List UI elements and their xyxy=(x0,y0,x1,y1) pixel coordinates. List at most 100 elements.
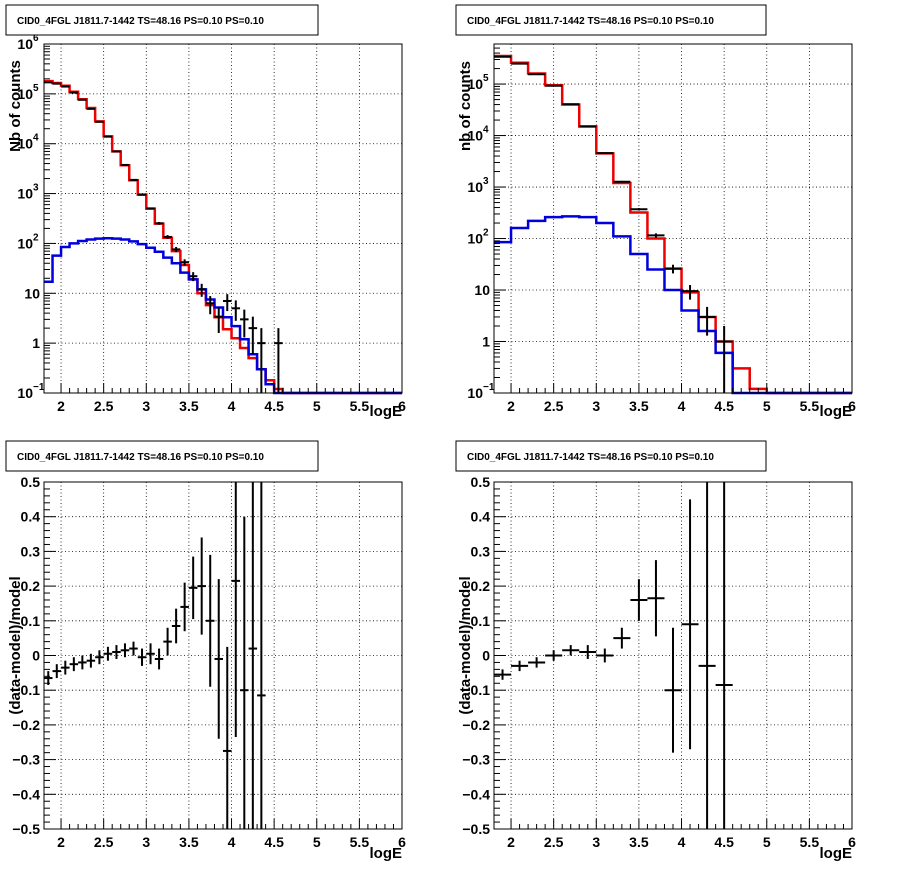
chart-panel-bottom-right: 2 2.5 3 3.5 4 4.5 5 5.5 6logE−0.5−0.4−0.3−0.2−0.… xyxy=(455,440,856,862)
residual-point xyxy=(129,641,138,656)
title-box-frame xyxy=(5,440,319,472)
residual-point xyxy=(613,627,631,649)
y-tick-label: −0.3 xyxy=(12,752,40,768)
x-axis: 2 2.5 3 3.5 4 4.5 5 5.5 6 xyxy=(507,819,856,850)
residual-point xyxy=(231,482,241,738)
residual-point xyxy=(647,560,665,637)
x-axis-title: logE xyxy=(370,403,403,420)
chart-panel-bottom-left: 2 2.5 3 3.5 4 4.5 5 5.5 6logE−0.5−0.4−0.3−0.2−0.… xyxy=(5,440,406,862)
y-tick-label: −0.1 xyxy=(12,682,40,698)
x-tick-label: 2.5 xyxy=(544,834,564,850)
data-point xyxy=(137,193,147,196)
y-tick-label: 0 xyxy=(482,648,490,664)
residual-point xyxy=(78,655,87,670)
panel-title-box: CID0_4FGL J1811.7-1442 TS=48.16 PS=0.10 … xyxy=(5,4,319,36)
panel-title: CID0_4FGL J1811.7-1442 TS=48.16 PS=0.10 … xyxy=(17,452,264,463)
residual-point xyxy=(61,660,70,675)
y-tick-label-base: 10 xyxy=(17,186,33,202)
y-tick-label-exponent: 3 xyxy=(33,183,39,194)
residual-point xyxy=(248,482,258,829)
histogram-series-blue xyxy=(494,215,852,395)
x-tick-label: 5 xyxy=(763,834,771,850)
plot-frame xyxy=(43,43,403,394)
data-point xyxy=(52,82,62,85)
y-tick-label: 0.1 xyxy=(471,613,491,629)
y-tick-label-exponent: −1 xyxy=(483,382,495,393)
y-tick-label: −0.2 xyxy=(462,717,490,733)
data-point xyxy=(146,207,155,210)
residual-point xyxy=(205,554,215,687)
y-axis-title: Nb of counts xyxy=(7,60,24,152)
data-point xyxy=(86,107,96,110)
x-tick-label: 3.5 xyxy=(179,398,199,414)
x-tick-label: 2.5 xyxy=(544,398,564,414)
title-box-frame xyxy=(5,4,319,36)
residual-point xyxy=(103,646,113,661)
y-tick-label-base: 10 xyxy=(474,282,490,298)
y-tick-label: 10 xyxy=(467,385,483,401)
y-tick-label: 0.5 xyxy=(21,474,41,490)
residual-point xyxy=(171,608,181,644)
x-tick-label: 3.5 xyxy=(629,834,649,850)
residual-point xyxy=(214,579,223,739)
y-tick-label: 10 xyxy=(17,385,33,401)
residual-point xyxy=(120,643,130,658)
x-tick-label: 2.5 xyxy=(94,398,114,414)
y-tick-label-base: 10 xyxy=(467,179,483,195)
data-point xyxy=(681,285,699,300)
residual-point xyxy=(562,645,580,656)
y-tick-label: 10 xyxy=(467,76,483,92)
y-axis-title: (data-model)/model xyxy=(457,576,474,714)
residual-point xyxy=(240,516,249,829)
residual-point xyxy=(715,482,733,829)
x-tick-label: 3.5 xyxy=(629,398,649,414)
y-tick-label-base: 10 xyxy=(17,235,33,251)
x-tick-label: 5.5 xyxy=(800,834,820,850)
data-point xyxy=(188,272,198,282)
x-tick-label: 2 xyxy=(507,398,515,414)
x-tick-label: 6 xyxy=(848,834,856,850)
data-point xyxy=(129,178,138,181)
data-point xyxy=(613,180,631,183)
y-tick-label: 10 xyxy=(467,179,483,195)
y-axis: −0.5 −0.4 −0.3 −0.2 −0.1 0 0.1 0.2 0.3 0.4 0.5 xyxy=(462,474,506,837)
x-axis: 2 2.5 3 3.5 4 4.5 5 5.5 6 xyxy=(507,383,856,414)
y-tick-label-base: 1 xyxy=(482,334,490,350)
data-point xyxy=(545,84,563,87)
y-axis-title: (data-model)/model xyxy=(7,576,24,714)
y-tick-label: 1 xyxy=(32,335,40,351)
y-tick-label: 0.3 xyxy=(21,543,41,559)
y-axis: −0.5 −0.4 −0.3 −0.2 −0.1 0 0.1 0.2 0.3 0.4 0.5 xyxy=(12,474,56,837)
data-point xyxy=(112,150,121,153)
y-tick-label: 10 xyxy=(17,235,33,251)
x-tick-label: 2 xyxy=(57,834,65,850)
y-tick-label: 10 xyxy=(17,186,33,202)
title-box-frame xyxy=(455,4,767,36)
data-point xyxy=(78,98,87,101)
data-point xyxy=(205,296,215,315)
x-tick-label: 3 xyxy=(592,398,600,414)
residual-point xyxy=(698,482,716,829)
grid-lines xyxy=(494,44,852,393)
data-point xyxy=(154,222,164,225)
residual-point xyxy=(511,660,529,672)
y-tick-label: 10 xyxy=(474,282,490,298)
y-tick-label: 0.2 xyxy=(471,578,491,594)
y-tick-label-exponent: 4 xyxy=(33,133,39,144)
y-tick-label: 0 xyxy=(32,648,40,664)
residual-point xyxy=(137,648,147,666)
y-tick-label: −0.3 xyxy=(462,752,490,768)
y-tick-label: 10 xyxy=(24,285,40,301)
x-tick-label: 5 xyxy=(313,398,321,414)
data-point xyxy=(214,307,223,333)
y-tick-label-exponent: 2 xyxy=(33,232,39,243)
x-tick-label: 6 xyxy=(398,398,406,414)
data-point xyxy=(69,91,79,94)
data-point xyxy=(257,328,266,393)
y-tick-label-exponent: 2 xyxy=(483,228,489,239)
y-tick-label: 10 xyxy=(17,36,33,52)
